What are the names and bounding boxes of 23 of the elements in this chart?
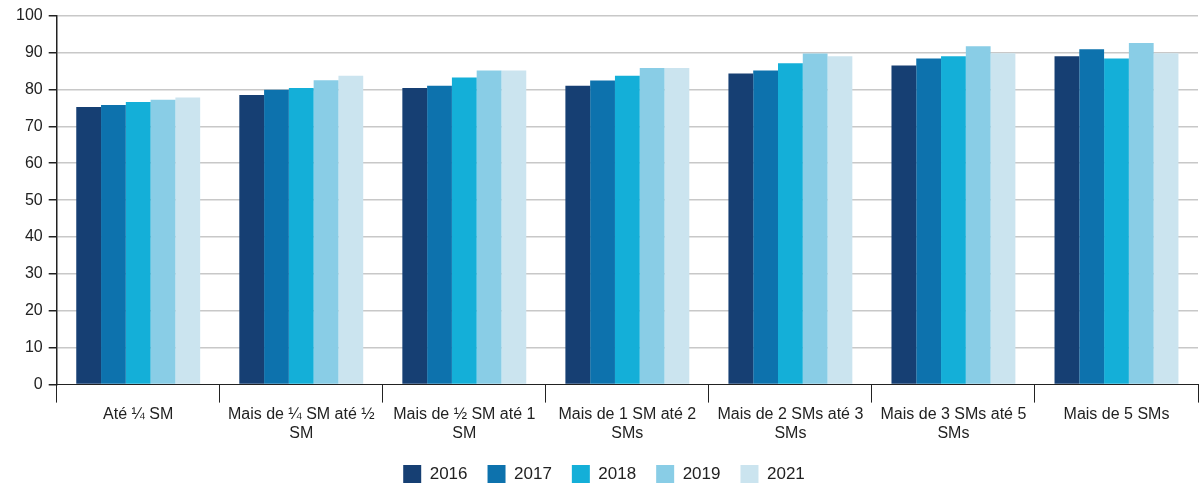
y-tick-label: 70 [24,116,43,134]
y-tick-label: 100 [15,6,43,24]
y-tick-label: 30 [24,264,43,282]
x-tick-label: Mais de 1 SM até 2 SMs [558,404,697,441]
y-tick-label: 90 [24,42,43,60]
x-tick-label: Mais de ½ SM até 1 SM [393,404,536,441]
x-tick-label: Mais de 3 SMs até 5 SMs [880,404,1027,441]
y-tick-label: 10 [24,338,43,356]
x-tick-label: Até ¼ SM [103,404,174,422]
legend-label: 2018 [598,463,637,483]
y-tick-label: 80 [24,79,43,97]
x-tick-label: Mais de 5 SMs [1063,404,1170,422]
legend-label: 2019 [682,463,721,483]
y-tick-label: 40 [24,227,43,245]
x-tick-label: Mais de 2 SMs até 3 SMs [717,404,864,441]
legend-label: 2021 [766,463,805,483]
y-tick-label: 50 [24,190,43,208]
y-tick-label: 20 [24,301,43,319]
legend-label: 2016 [429,463,468,483]
y-tick-label: 0 [33,375,43,393]
y-tick-label: 60 [24,153,43,171]
x-tick-label: Mais de ¼ SM até ½ SM [227,404,375,441]
legend-label: 2017 [514,463,552,483]
